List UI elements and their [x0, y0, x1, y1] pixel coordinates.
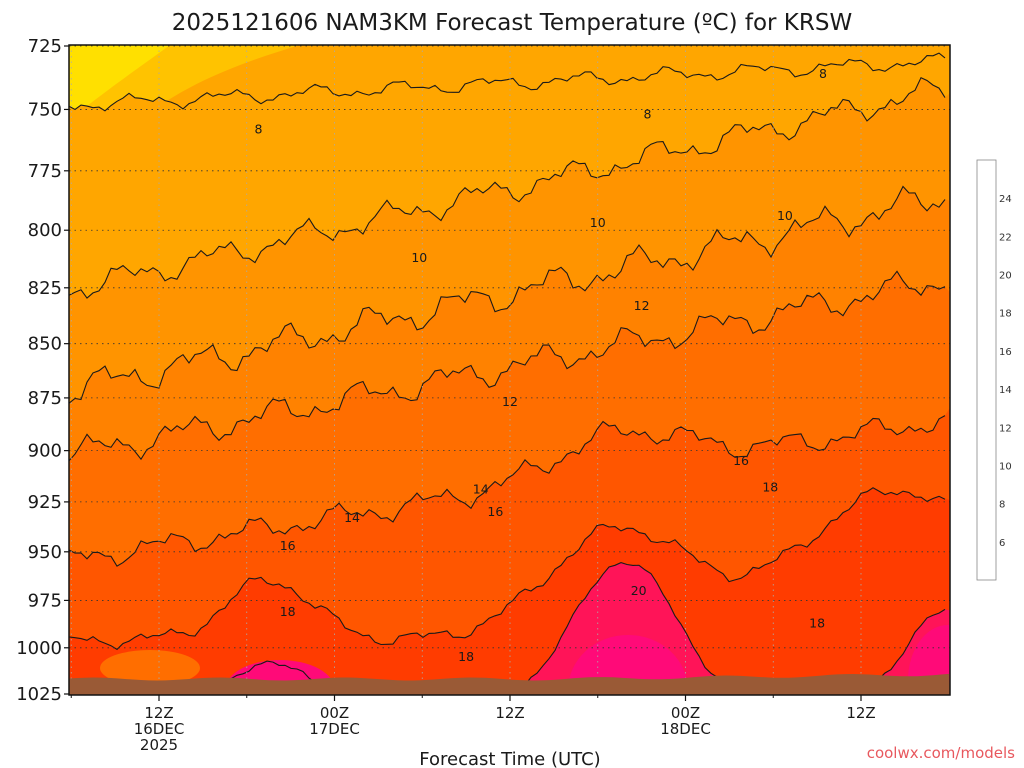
y-tick-label: 875 [28, 388, 62, 409]
x-tick-label: 12Z [495, 704, 524, 722]
contour-label: 18 [809, 615, 825, 630]
colorbar-frame [976, 159, 997, 581]
y-tick-label: 1000 [16, 638, 62, 659]
y-tick-label: 850 [28, 334, 62, 355]
contour-label: 18 [762, 480, 778, 495]
cool-pocket [100, 650, 200, 686]
contour-label: 14 [344, 510, 360, 525]
colorbar-label: 8 [999, 500, 1005, 511]
y-tick-label: 800 [28, 220, 62, 241]
colorbar-label: 18 [999, 309, 1012, 320]
y-tick-label: 1025 [16, 684, 62, 705]
colorbar-label: 6 [999, 538, 1005, 549]
y-tick-label: 900 [28, 441, 62, 462]
x-tick-label: 00Z [671, 704, 700, 722]
y-tick-label: 775 [28, 161, 62, 182]
contour-label: 12 [634, 298, 650, 313]
x-tick-label: 12Z [144, 704, 173, 722]
x-axis-title: Forecast Time (UTC) [419, 749, 600, 768]
contour-label: 10 [590, 215, 606, 230]
contour-label: 10 [411, 250, 427, 265]
band-below-6 [69, 45, 170, 120]
colorbar: 6 8 10 12 14 16 18 20 22 24 [976, 159, 1012, 581]
x-tick-label: 16DEC [134, 720, 185, 738]
contour-line-12 [69, 185, 946, 404]
contour-line-18 [69, 487, 946, 651]
y-tick-label: 725 [28, 36, 62, 57]
contour-label: 16 [487, 504, 503, 519]
contour-line-16 [69, 415, 946, 567]
colorbar-label: 24 [999, 194, 1012, 205]
colorbar-label: 22 [999, 232, 1012, 243]
colorbar-label: 14 [999, 385, 1012, 396]
contour-label: 8 [643, 106, 651, 121]
temperature-bands [69, 45, 950, 695]
gridlines [69, 45, 950, 695]
chart-title: 2025121606 NAM3KM Forecast Temperature (… [172, 10, 852, 36]
contour-line-10 [69, 76, 946, 299]
x-tick-label: 12Z [846, 704, 875, 722]
colorbar-label: 20 [999, 271, 1012, 282]
contour-label: 16 [280, 538, 296, 553]
contour-labels: 8 8 8 10 10 10 12 12 14 14 16 16 16 16 18 18 18 18 20 [49, 66, 827, 664]
contour-label: 10 [777, 208, 793, 223]
x-tick-label: 18DEC [660, 720, 711, 738]
contour-line-14 [69, 270, 946, 462]
x-tick-label: 2025 [140, 736, 178, 754]
colorbar-label: 10 [999, 461, 1012, 472]
y-axis: 725 750 775 800 825 850 875 900 925 950 975 1000 102… [16, 36, 69, 705]
x-tick-label: 00Z [320, 704, 349, 722]
y-tick-label: 950 [28, 542, 62, 563]
contour-line-8 [69, 52, 946, 112]
contour-label: 16 [49, 615, 65, 630]
colorbar-label: 12 [999, 423, 1012, 434]
contour-label: 14 [473, 482, 489, 497]
y-tick-label: 975 [28, 590, 62, 611]
terrain-ground [69, 673, 950, 695]
y-tick-label: 925 [28, 492, 62, 513]
colorbar-label: 16 [999, 347, 1012, 358]
contour-label: 8 [819, 66, 827, 81]
y-tick-label: 750 [28, 99, 62, 120]
contour-label: 8 [254, 121, 262, 136]
contour-label: 20 [631, 583, 647, 598]
credit-text: coolwx.com/models [867, 744, 1015, 762]
band-above-18 [69, 487, 950, 695]
contour-label: 18 [458, 649, 474, 664]
contour-label: 12 [502, 394, 518, 409]
contour-label: 18 [280, 604, 296, 619]
x-tick-label: 17DEC [309, 720, 360, 738]
contour-label: 16 [733, 453, 749, 468]
y-tick-label: 825 [28, 278, 62, 299]
